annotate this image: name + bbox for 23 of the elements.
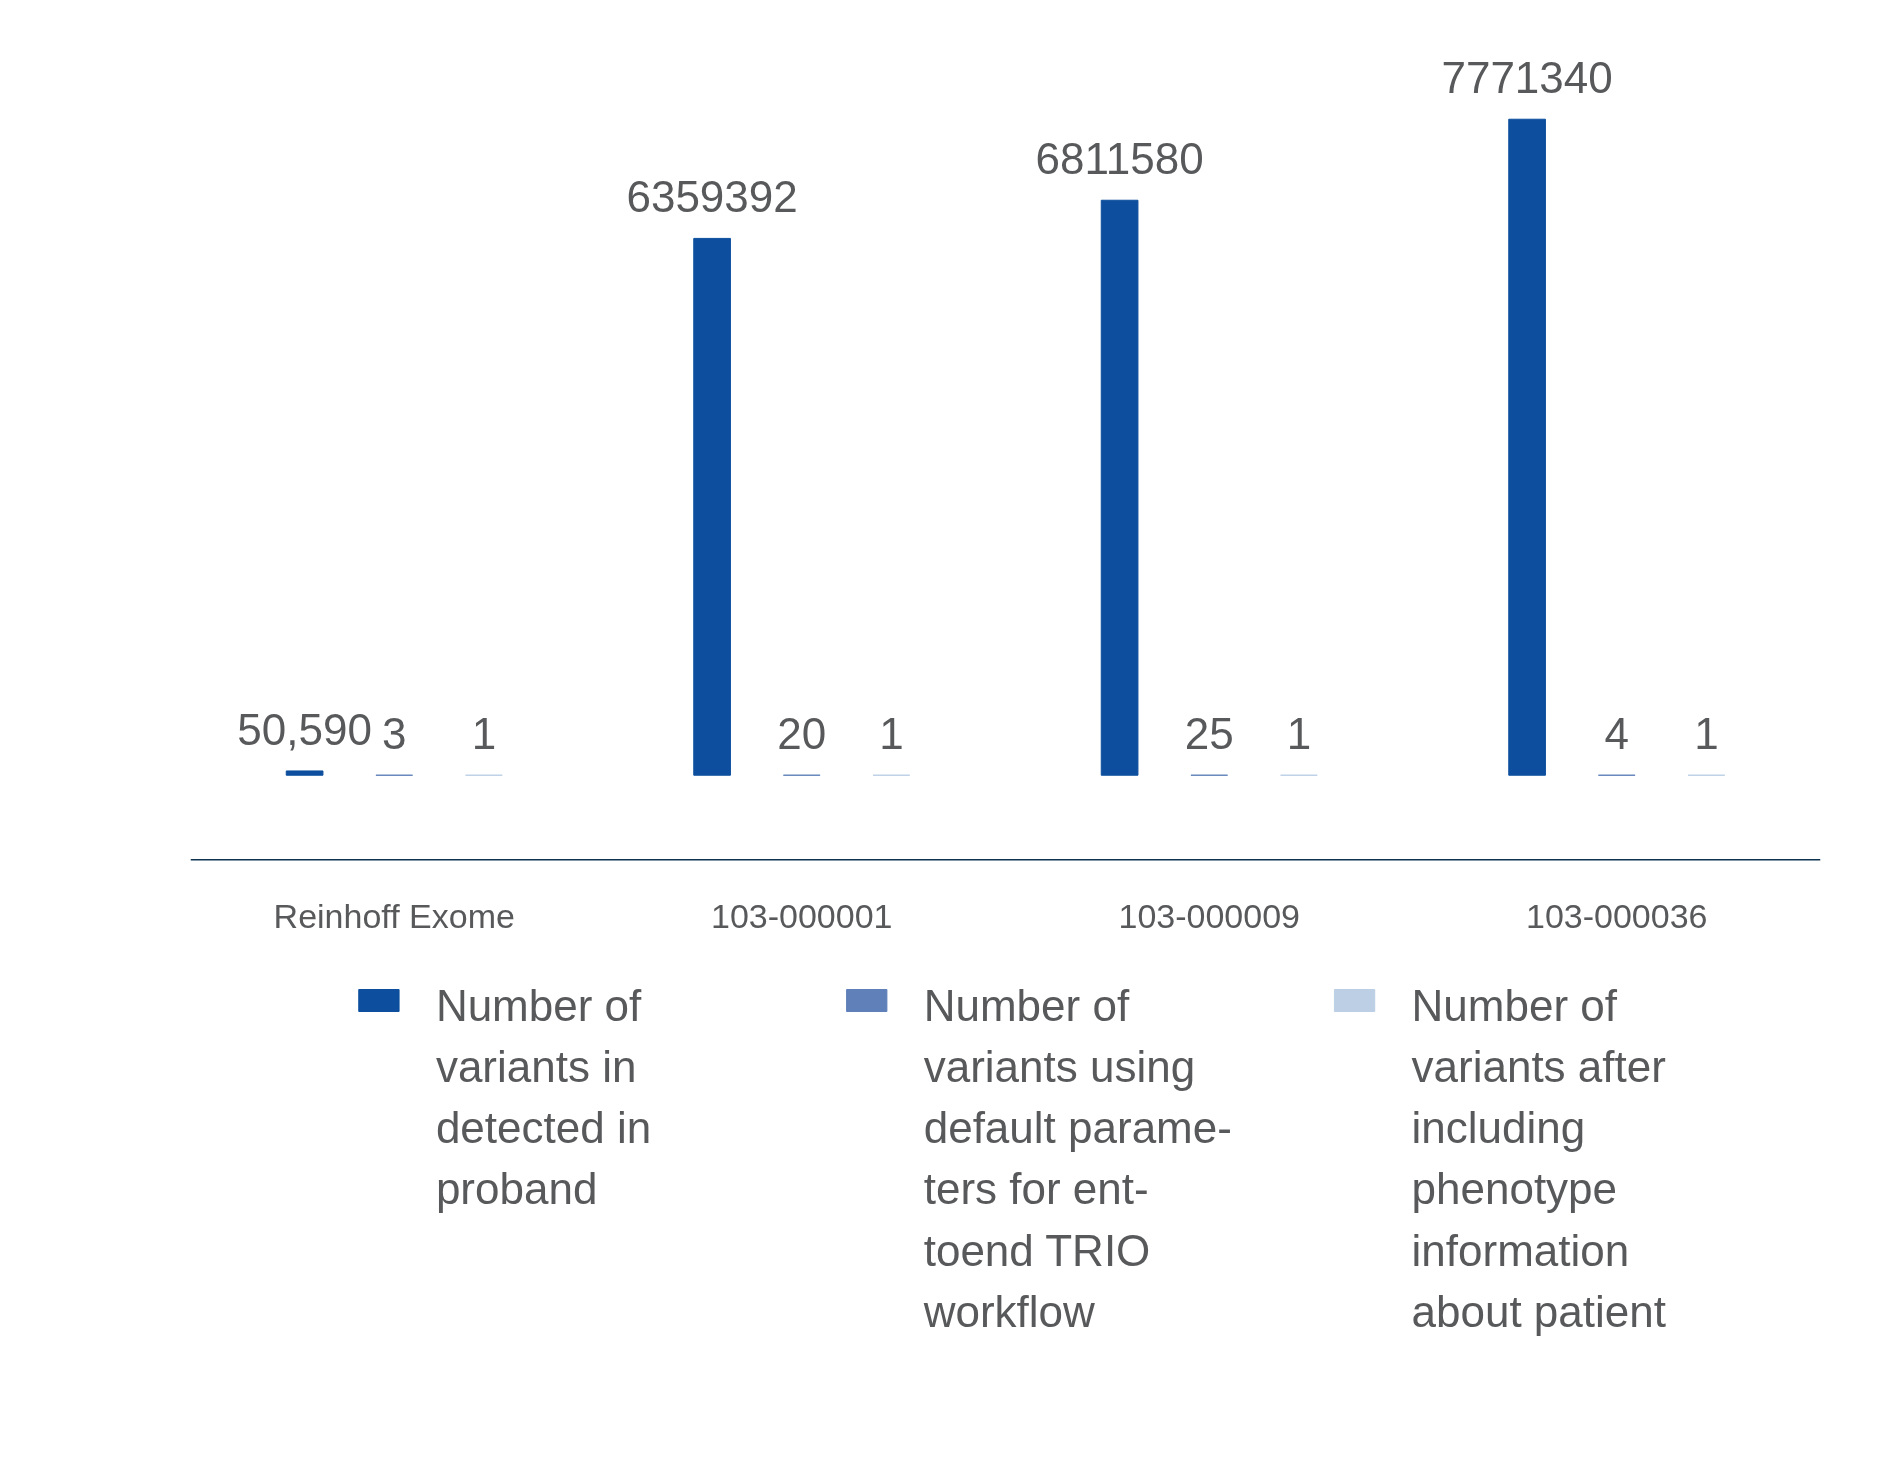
bar [1508, 118, 1546, 776]
data-label: 6359392 [626, 172, 798, 222]
data-label: 1 [1286, 708, 1312, 758]
bar [285, 770, 324, 776]
data-label: 7771340 [1441, 52, 1613, 102]
data-label: 50,590 [237, 704, 372, 754]
data-label: 25 [1184, 708, 1234, 758]
data-label: 1 [879, 708, 904, 758]
x-tick-label: 103-000009 [1118, 896, 1301, 935]
legend-label: Number of variants after including phenotype information about patient [1411, 980, 1666, 1336]
bar [1100, 199, 1139, 776]
bar [693, 237, 731, 776]
data-label: 1 [471, 708, 497, 758]
legend-label: Number of variants using default parame-ters for ent-toend TRIO workflow [922, 980, 1232, 1336]
x-tick-label: 103-000001 [711, 896, 893, 935]
legend-label: Number of variants in detected in proband [435, 980, 652, 1214]
data-label: 20 [777, 708, 827, 758]
data-label: 6811580 [1035, 134, 1204, 183]
data-label: 3 [382, 708, 407, 758]
x-tick-label: 103-000036 [1526, 896, 1708, 935]
data-label: 4 [1604, 708, 1629, 758]
x-tick-label: Reinhoff Exome [273, 896, 515, 935]
data-label: 1 [1694, 708, 1719, 758]
